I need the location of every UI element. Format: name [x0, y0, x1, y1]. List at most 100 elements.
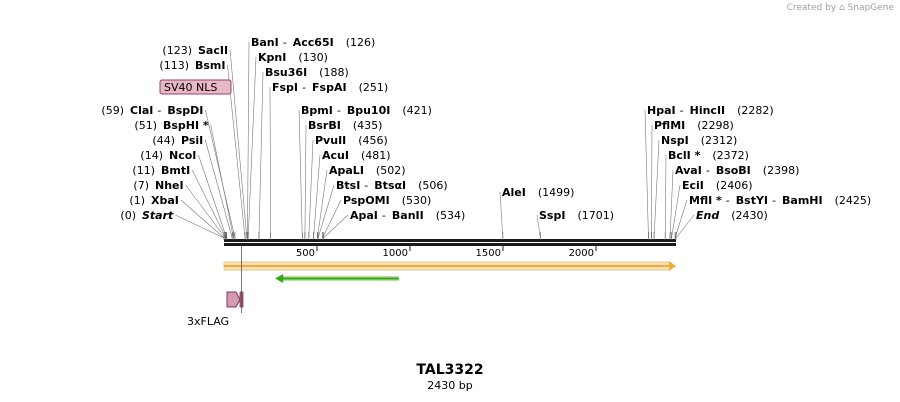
- restriction-site[interactable]: (113) BsmI: [159, 59, 225, 72]
- site-position: (14): [140, 149, 163, 162]
- restriction-site[interactable]: AleI (1499): [502, 186, 574, 199]
- restriction-site[interactable]: EciI (2406): [682, 179, 752, 192]
- orf-arrowhead: [669, 261, 676, 271]
- site-name: PsiI: [181, 134, 203, 147]
- site-position: (502): [376, 164, 406, 177]
- site-name: BsoBI: [716, 164, 751, 177]
- site-name: AvaI: [675, 164, 702, 177]
- site-leader: [536, 214, 541, 239]
- site-leader: [308, 139, 314, 239]
- restriction-site[interactable]: SspI (1701): [539, 209, 614, 222]
- restriction-site[interactable]: NspI (2312): [661, 134, 737, 147]
- restriction-site[interactable]: BsrBI (435): [308, 119, 382, 132]
- restriction-site[interactable]: (44) PsiI: [152, 134, 203, 147]
- site-separator: -: [283, 36, 287, 49]
- site-leader: [671, 184, 681, 239]
- site-leader: [664, 154, 667, 239]
- restriction-site[interactable]: (14) NcoI: [140, 149, 196, 162]
- snapgene-credit: Created by ⌂ SnapGene: [787, 3, 894, 13]
- site-position: (1499): [538, 186, 575, 199]
- feature-sv40-nls: SV40 NLS: [159, 79, 232, 95]
- site-name: HpaI: [647, 104, 676, 117]
- restriction-site[interactable]: HpaI - HincII (2282): [647, 104, 774, 117]
- site-leader: [644, 109, 649, 239]
- restriction-site[interactable]: AcuI (481): [322, 149, 391, 162]
- bp-tick-label: 1500: [476, 248, 501, 259]
- plasmid-name: TAL3322: [416, 362, 484, 378]
- site-name: ApaI: [350, 209, 378, 222]
- site-position: (2298): [697, 119, 734, 132]
- restriction-site[interactable]: BanI - Acc65I (126): [251, 36, 375, 49]
- restriction-site[interactable]: (51) BspHI *: [134, 119, 209, 132]
- restriction-site[interactable]: ApaLI (502): [329, 164, 406, 177]
- orf-bar: [223, 261, 676, 271]
- restriction-site[interactable]: (7) NheI: [133, 179, 183, 192]
- site-position: (123): [162, 44, 192, 57]
- restriction-site[interactable]: BpmI - Bpu10I (421): [301, 104, 432, 117]
- site-position: (126): [346, 36, 376, 49]
- restriction-site[interactable]: BclI * (2372): [668, 149, 749, 162]
- restriction-site[interactable]: PspOMI (530): [343, 194, 431, 207]
- site-leader: [229, 49, 248, 239]
- site-name: XbaI: [151, 194, 179, 207]
- credit-prefix: Created by: [786, 3, 837, 13]
- site-position: (1): [129, 194, 145, 207]
- restriction-site[interactable]: AvaI - BsoBI (2398): [675, 164, 799, 177]
- restriction-site[interactable]: KpnI (130): [258, 51, 328, 64]
- site-name: NspI: [661, 134, 689, 147]
- bp-tick-label: 500: [296, 248, 315, 259]
- restriction-site[interactable]: End (2430): [696, 209, 768, 222]
- site-leader: [323, 214, 349, 239]
- site-position: (2425): [835, 194, 872, 207]
- restriction-site[interactable]: (1) XbaI: [129, 194, 178, 207]
- site-position: (251): [359, 81, 389, 94]
- 3xflag-label: 3xFLAG: [187, 315, 229, 328]
- restriction-site[interactable]: (123) SacII: [162, 44, 228, 57]
- restriction-site[interactable]: Bsu36I (188): [265, 66, 349, 79]
- restriction-site[interactable]: (59) ClaI - BspDI: [101, 104, 203, 117]
- site-separator: -: [706, 164, 710, 177]
- site-separator: -: [337, 104, 341, 117]
- site-name: Bsu36I: [265, 66, 307, 79]
- site-leader: [313, 154, 321, 239]
- sv40-nls-label: SV40 NLS: [164, 81, 217, 94]
- site-name: BclI *: [668, 149, 701, 162]
- restriction-site[interactable]: (0) Start: [120, 209, 174, 222]
- primer-line: [281, 277, 399, 280]
- orf-line: [224, 265, 670, 267]
- site-separator: -: [157, 104, 161, 117]
- restriction-site[interactable]: FspI - FspAI (251): [272, 81, 388, 94]
- site-leader: [317, 169, 328, 239]
- site-position: (534): [436, 209, 466, 222]
- site-separator: -: [302, 81, 306, 94]
- site-name: NcoI: [169, 149, 196, 162]
- site-name: EciI: [682, 179, 704, 192]
- restriction-site[interactable]: (11) BmtI: [132, 164, 190, 177]
- site-position: (421): [402, 104, 432, 117]
- backbone-bottom-strand: [224, 243, 676, 246]
- restriction-site[interactable]: PvuII (456): [315, 134, 388, 147]
- site-name: SspI: [539, 209, 565, 222]
- bp-ticks: 500 1000 1500 2000: [296, 246, 597, 259]
- restriction-site[interactable]: ApaI - BanII (534): [350, 209, 465, 222]
- site-position: (2372): [712, 149, 749, 162]
- site-position: (481): [361, 149, 391, 162]
- site-leader: [204, 139, 233, 239]
- site-name: BanII: [392, 209, 424, 222]
- restriction-site[interactable]: MflI * - BstYI - BamHI (2425): [689, 194, 871, 207]
- site-name: BspDI: [167, 104, 203, 117]
- snapgene-logo-icon: ⌂: [839, 3, 845, 13]
- site-leader: [317, 184, 335, 239]
- site-name: PvuII: [315, 134, 346, 147]
- site-position: (113): [159, 59, 189, 72]
- site-leader: [669, 169, 674, 239]
- restriction-site[interactable]: BtsI - BtsαI (506): [336, 179, 448, 192]
- site-leader: [247, 41, 250, 239]
- site-name: ApaLI: [329, 164, 364, 177]
- site-separator: -: [726, 194, 730, 207]
- site-leader: [269, 86, 271, 239]
- restriction-site[interactable]: PflMI (2298): [654, 119, 734, 132]
- sv40-nls-box: [159, 79, 232, 95]
- site-name: ClaI: [130, 104, 153, 117]
- site-leader-lines: [175, 41, 695, 239]
